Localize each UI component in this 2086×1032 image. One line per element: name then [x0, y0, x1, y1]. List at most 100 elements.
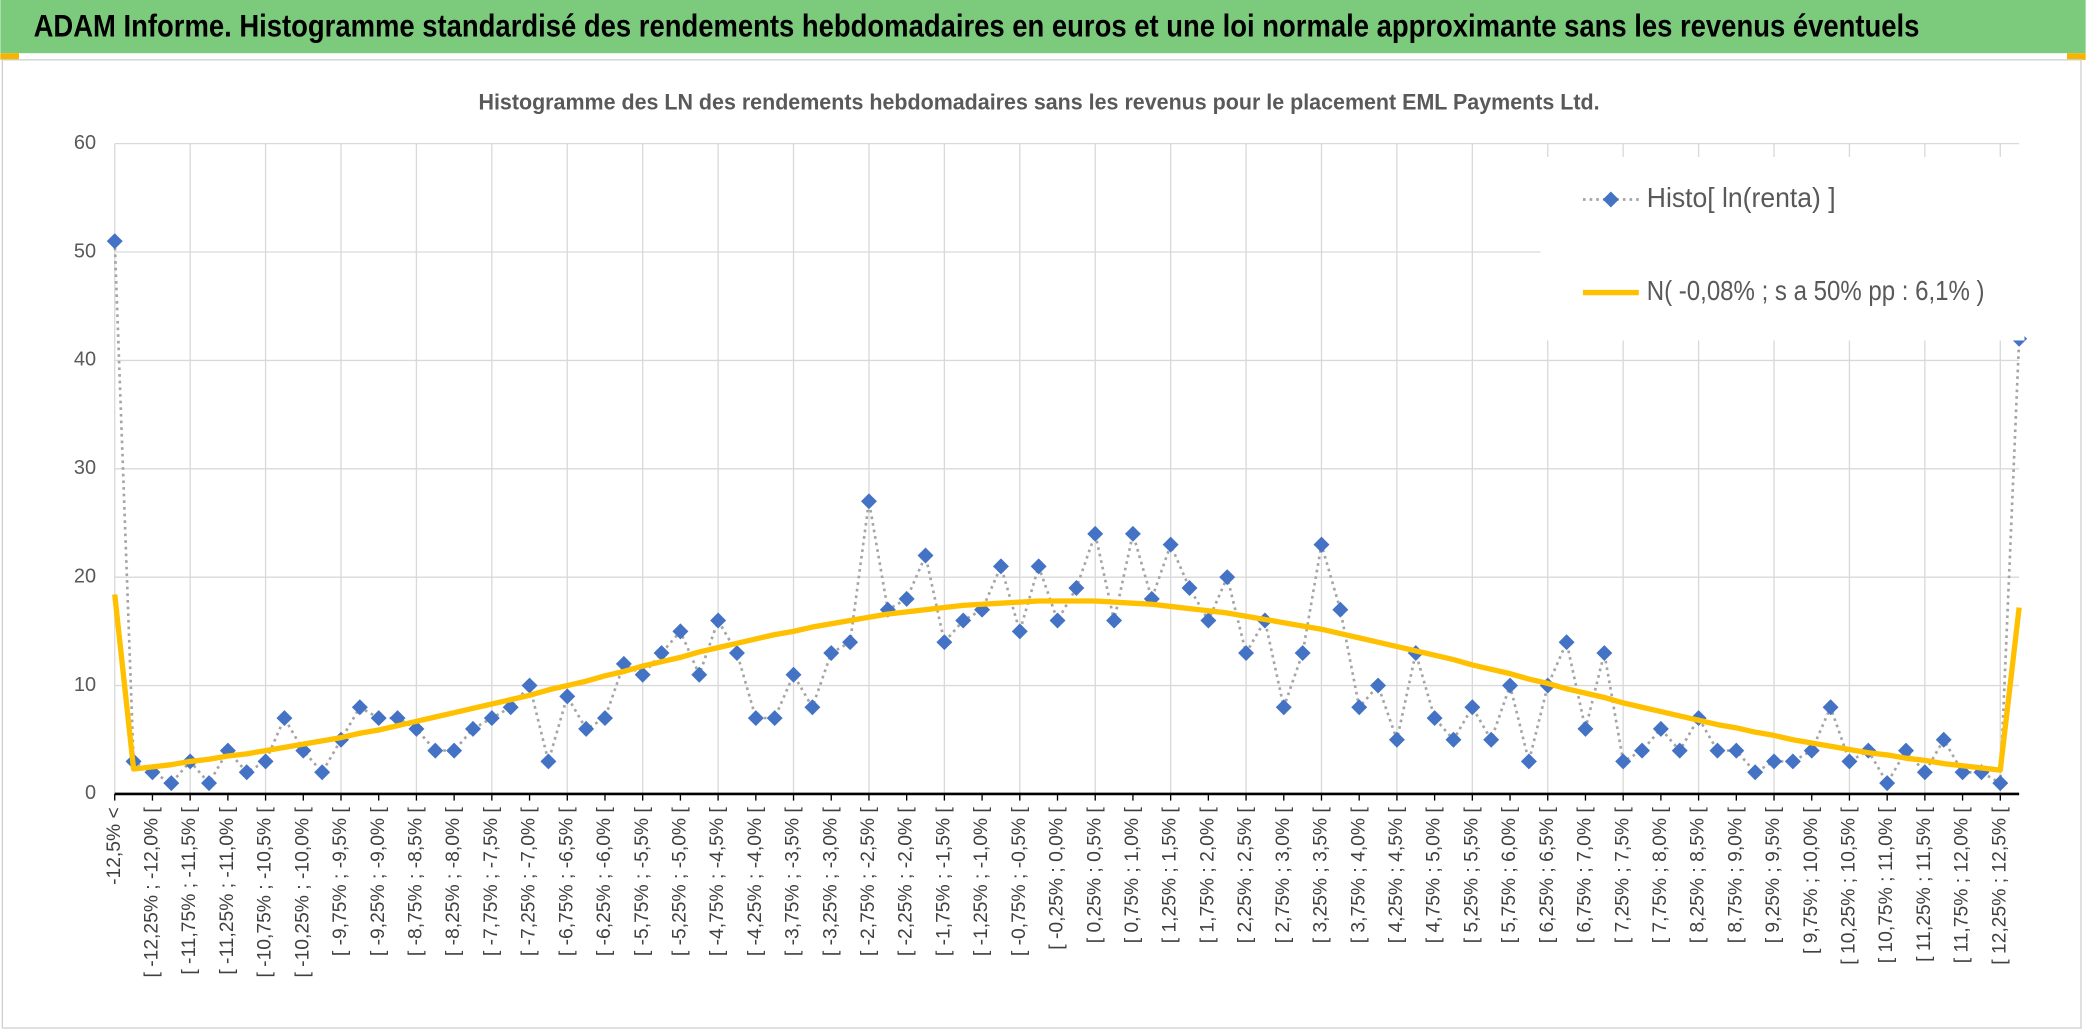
- x-tick-label: [ 8,25% ; 8,5% [: [1688, 807, 1709, 944]
- y-tick-label: 40: [74, 349, 96, 371]
- x-tick-label: [ -11,75% ; -11,5% [: [179, 807, 200, 975]
- data-point: [1238, 645, 1255, 662]
- data-point: [1275, 699, 1292, 716]
- x-tick-label: [ -2,25% ; -2,0% [: [896, 807, 917, 956]
- x-tick-label: [ -5,75% ; -5,5% [: [632, 807, 653, 956]
- data-point: [596, 710, 613, 727]
- x-tick-label: [ 6,25% ; 6,5% [: [1537, 807, 1558, 944]
- data-point: [1087, 525, 1104, 542]
- x-tick-label: [ -0,25% ; 0,0% [: [1047, 807, 1068, 950]
- x-tick-label: [ 4,25% ; 4,5% [: [1386, 807, 1407, 944]
- x-tick-label: [ -6,25% ; -6,0% [: [594, 807, 615, 956]
- data-point: [1766, 753, 1783, 770]
- x-tick-label: [ -4,75% ; -4,5% [: [707, 807, 728, 956]
- x-tick-label: [ -2,75% ; -2,5% [: [858, 807, 879, 956]
- x-tick-label: [ -7,75% ; -7,5% [: [481, 807, 502, 956]
- x-tick-label: [ 9,25% ; 9,5% [: [1763, 807, 1784, 944]
- x-tick-label: [ -9,25% ; -9,0% [: [368, 807, 389, 956]
- x-tick-label: [ 11,25% ; 11,5% [: [1914, 807, 1935, 962]
- data-point: [314, 764, 331, 781]
- y-tick-label: 20: [74, 565, 96, 587]
- x-tick-label: [ -8,25% ; -8,0% [: [443, 807, 464, 956]
- data-point: [1671, 742, 1688, 759]
- x-tick-label: [ 3,25% ; 3,5% [: [1311, 807, 1332, 944]
- header-bar: [0, 0, 2086, 54]
- data-point: [1992, 775, 2009, 792]
- data-point: [936, 634, 953, 651]
- data-point: [1935, 731, 1952, 748]
- data-point: [785, 666, 802, 683]
- data-point: [1483, 731, 1500, 748]
- x-tick-label: [ 9,75% ; 10,0% [: [1801, 807, 1822, 954]
- x-tick-label: [ 6,75% ; 7,0% [: [1575, 807, 1596, 944]
- x-tick-label: [ 0,75% ; 1,0% [: [1122, 807, 1143, 944]
- data-point: [1709, 742, 1726, 759]
- x-tick-label: [ 2,75% ; 3,0% [: [1273, 807, 1294, 944]
- data-point: [747, 710, 764, 727]
- data-point: [1615, 753, 1632, 770]
- x-tick-label: [ 2,25% ; 2,5% [: [1235, 807, 1256, 944]
- data-point: [1841, 753, 1858, 770]
- x-tick-label: [ -10,25% ; -10,0% [: [292, 807, 313, 978]
- series-line: [112, 594, 2022, 773]
- y-tick-label: 60: [74, 132, 96, 154]
- data-point: [238, 764, 255, 781]
- x-tick-label: -12,5% <: [104, 807, 125, 885]
- data-point: [992, 558, 1009, 575]
- y-tick-label: 50: [74, 240, 96, 262]
- x-tick-label: [ -7,25% ; -7,0% [: [519, 807, 540, 956]
- data-point: [1652, 720, 1669, 737]
- data-point: [1520, 753, 1537, 770]
- data-point: [465, 720, 481, 737]
- data-point: [1784, 753, 1801, 770]
- x-tick-label: [ 1,75% ; 2,0% [: [1197, 807, 1218, 944]
- x-tick-label: [ -10,75% ; -10,5% [: [255, 807, 276, 978]
- x-tick-label: [ -11,25% ; -11,0% [: [217, 807, 238, 975]
- data-point: [351, 699, 368, 716]
- chart-frame: [1, 59, 2082, 1029]
- x-tick-label: [ -0,75% ; -0,5% [: [1009, 807, 1030, 956]
- data-point: [1803, 742, 1820, 759]
- corner-accent: [2067, 53, 2086, 60]
- x-tick-label: [ 8,75% ; 9,0% [: [1725, 807, 1746, 944]
- y-tick-label: 10: [74, 674, 96, 696]
- data-point: [1558, 634, 1575, 651]
- page-title: ADAM Informe. Histogramme standardisé de…: [34, 7, 1920, 43]
- data-point: [1916, 764, 1933, 781]
- data-point: [710, 612, 727, 629]
- legend-marker: [1602, 191, 1619, 208]
- data-point: [578, 720, 595, 737]
- x-tick-label: [ -1,25% ; -1,0% [: [971, 807, 992, 956]
- data-point: [1388, 731, 1405, 748]
- y-tick-label: 0: [85, 782, 96, 804]
- x-tick-label: [ 5,75% ; 6,0% [: [1499, 807, 1520, 944]
- data-point: [842, 634, 859, 651]
- x-tick-label: [ -5,25% ; -5,0% [: [669, 807, 690, 956]
- legend-box: [1540, 156, 2025, 341]
- x-tick-label: [ -8,75% ; -8,5% [: [406, 807, 427, 956]
- data-point: [1464, 699, 1481, 716]
- x-tick-label: [ 3,75% ; 4,0% [: [1348, 807, 1369, 944]
- x-tick-label: [ 5,25% ; 5,5% [: [1461, 807, 1482, 944]
- data-point: [427, 742, 444, 759]
- y-tick-label: 30: [74, 457, 96, 479]
- x-tick-label: [ 10,25% ; 10,5% [: [1839, 807, 1860, 965]
- legend-label: N( -0,08% ; s a 50% pp : 6,1% ): [1647, 275, 1985, 306]
- data-point: [1049, 612, 1066, 629]
- grid: 0 10 20 30 40 50 60 -12,5% < [ -12,25% ; -12,0% …: [74, 132, 2020, 978]
- data-point: [1426, 710, 1443, 727]
- x-tick-label: [ 7,25% ; 7,5% [: [1612, 807, 1633, 944]
- data-point: [446, 742, 463, 759]
- corner-accent: [0, 53, 19, 60]
- legend-label: Histo[ ln(renta) ]: [1647, 182, 1836, 213]
- x-tick-label: [ 0,25% ; 0,5% [: [1084, 807, 1105, 944]
- data-point: [370, 710, 387, 727]
- x-tick-label: [ 7,75% ; 8,0% [: [1650, 807, 1671, 944]
- data-point: [1106, 612, 1123, 629]
- data-point: [955, 612, 972, 629]
- data-point: [483, 710, 500, 727]
- x-tick-label: [ 12,25% ; 12,5% [: [1989, 807, 2010, 965]
- x-tick-label: [ -3,25% ; -3,0% [: [820, 807, 841, 956]
